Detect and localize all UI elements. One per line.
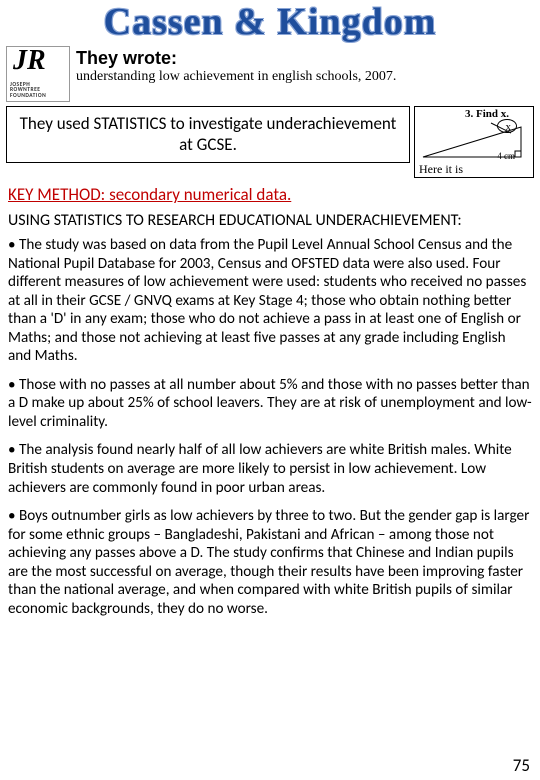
section-heading: USING STATISTICS TO RESEARCH EDUCATIONAL… [0, 209, 540, 236]
logo-initials: JR [13, 45, 46, 77]
paragraph-2: • Those with no passes at all number abo… [0, 376, 540, 442]
statistics-box: They used STATISTICS to investigate unde… [6, 106, 410, 163]
wrote-block: They wrote: understanding low achievemen… [76, 46, 534, 85]
findx-question: 3. Find x. [465, 108, 509, 120]
dimension-label: 4 cm [497, 151, 515, 161]
they-wrote-heading: They wrote: [76, 48, 534, 69]
paragraph-4: • Boys outnumber girls as low achievers … [0, 507, 540, 628]
paragraph-1: • The study was based on data from the P… [0, 236, 540, 376]
key-method: KEY METHOD: secondary numerical data. [0, 178, 540, 209]
mid-row: They used STATISTICS to investigate unde… [0, 106, 540, 178]
page-title: Cassen & Kingdom [0, 0, 540, 46]
page-number: 75 [513, 755, 530, 776]
paragraph-3: • The analysis found nearly half of all … [0, 441, 540, 507]
find-x-joke: 3. Find x. x 4 cm Here it is [414, 106, 534, 178]
logo-line3: FOUNDATION [10, 93, 46, 99]
book-subtitle: understanding low achievement in english… [76, 69, 534, 85]
logo-text: JOSEPH ROWNTREE FOUNDATION [10, 83, 46, 100]
jrf-logo: JR JOSEPH ROWNTREE FOUNDATION [6, 46, 70, 102]
header-row: JR JOSEPH ROWNTREE FOUNDATION They wrote… [0, 46, 540, 106]
findx-answer: Here it is [419, 162, 463, 177]
